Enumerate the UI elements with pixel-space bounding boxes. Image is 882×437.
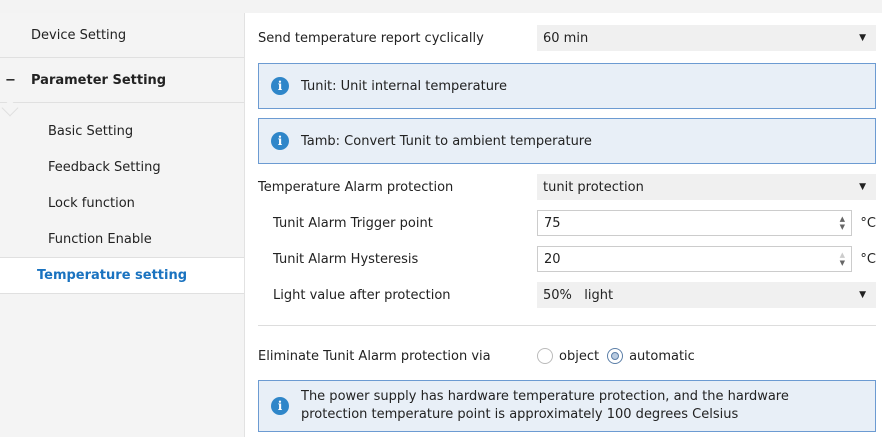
info-box-tamb: i Tamb: Convert Tunit to ambient temperat… bbox=[258, 118, 876, 164]
sidebar-item-label: Basic Setting bbox=[48, 123, 134, 139]
trigger-unit: °C bbox=[860, 215, 876, 231]
sidebar-item-parameter-setting[interactable]: − Parameter Setting bbox=[0, 58, 244, 103]
light-value: 50% light bbox=[543, 287, 614, 303]
sidebar-item-device-setting[interactable]: Device Setting bbox=[0, 13, 244, 58]
radio-circle[interactable] bbox=[537, 348, 553, 364]
radio-circle-selected[interactable] bbox=[607, 348, 624, 364]
hysteresis-label: Tunit Alarm Hysteresis bbox=[273, 251, 419, 267]
sidebar-item-lock-function[interactable]: Lock function bbox=[0, 185, 244, 221]
alarm-row: Temperature Alarm protection tunit prote… bbox=[258, 174, 876, 200]
info-text: The power supply has hardware temperatur… bbox=[301, 389, 789, 422]
light-row: Light value after protection 50% light ▼ bbox=[258, 282, 876, 308]
trigger-value: 75 bbox=[544, 215, 561, 231]
main-panel: Send temperature report cyclically 60 mi… bbox=[245, 13, 882, 437]
report-select[interactable]: 60 min ▼ bbox=[537, 25, 876, 51]
alarm-label: Temperature Alarm protection bbox=[258, 179, 454, 195]
info-icon: i bbox=[271, 77, 289, 95]
report-value: 60 min bbox=[543, 30, 589, 46]
report-label: Send temperature report cyclically bbox=[258, 30, 484, 46]
info-icon: i bbox=[271, 397, 289, 415]
trigger-input[interactable]: 75 ▲ ▼ bbox=[537, 210, 852, 236]
sidebar-item-feedback-setting[interactable]: Feedback Setting bbox=[0, 149, 244, 185]
alarm-select[interactable]: tunit protection ▼ bbox=[537, 174, 876, 200]
info-icon: i bbox=[271, 132, 289, 150]
sidebar-item-basic-setting[interactable]: Basic Setting bbox=[0, 113, 244, 149]
eliminate-row: Eliminate Tunit Alarm protection via obj… bbox=[258, 343, 876, 369]
trigger-label: Tunit Alarm Trigger point bbox=[273, 215, 433, 231]
dropdown-arrow-icon: ▼ bbox=[859, 182, 866, 192]
divider bbox=[258, 325, 876, 326]
sidebar-item-function-enable[interactable]: Function Enable bbox=[0, 221, 244, 257]
hysteresis-row: Tunit Alarm Hysteresis 20 ▲ ▼ °C bbox=[258, 246, 876, 272]
radio-automatic[interactable]: automatic bbox=[607, 348, 695, 364]
spinner-icon[interactable]: ▲ ▼ bbox=[839, 215, 845, 231]
light-select[interactable]: 50% light ▼ bbox=[537, 282, 876, 308]
radio-object[interactable]: object bbox=[537, 348, 599, 364]
report-row: Send temperature report cyclically 60 mi… bbox=[258, 25, 876, 51]
info-text: Tunit: Unit internal temperature bbox=[301, 78, 507, 94]
info-box-hardware: i The power supply has hardware temperatu… bbox=[258, 380, 876, 432]
eliminate-radio-group: object automatic bbox=[537, 348, 703, 364]
sidebar-item-label: Lock function bbox=[48, 195, 135, 211]
info-box-tunit: i Tunit: Unit internal temperature bbox=[258, 63, 876, 109]
collapse-icon[interactable]: − bbox=[5, 72, 16, 88]
dropdown-arrow-icon: ▼ bbox=[859, 33, 866, 43]
sidebar-item-temperature-setting[interactable]: Temperature setting bbox=[0, 257, 244, 294]
info-text: Tamb: Convert Tunit to ambient temperatu… bbox=[301, 133, 592, 149]
hysteresis-value: 20 bbox=[544, 251, 561, 267]
dropdown-arrow-icon: ▼ bbox=[859, 290, 866, 300]
sidebar-item-label: Feedback Setting bbox=[48, 159, 161, 175]
sidebar-item-label: Temperature setting bbox=[37, 268, 188, 283]
light-label: Light value after protection bbox=[273, 287, 451, 303]
spinner-icon[interactable]: ▲ ▼ bbox=[839, 251, 845, 267]
sidebar-item-label: Function Enable bbox=[48, 231, 152, 247]
top-strip bbox=[0, 0, 882, 13]
radio-label: object bbox=[559, 348, 600, 364]
sidebar-item-label: Device Setting bbox=[31, 27, 127, 43]
hysteresis-unit: °C bbox=[860, 251, 876, 267]
eliminate-label: Eliminate Tunit Alarm protection via bbox=[258, 348, 491, 364]
sidebar-item-label: Parameter Setting bbox=[31, 72, 167, 88]
trigger-row: Tunit Alarm Trigger point 75 ▲ ▼ °C bbox=[258, 210, 876, 236]
radio-label: automatic bbox=[629, 348, 695, 364]
hysteresis-input[interactable]: 20 ▲ ▼ bbox=[537, 246, 852, 272]
sidebar: Device Setting − Parameter Setting Basic … bbox=[0, 13, 245, 437]
alarm-value: tunit protection bbox=[543, 179, 644, 195]
